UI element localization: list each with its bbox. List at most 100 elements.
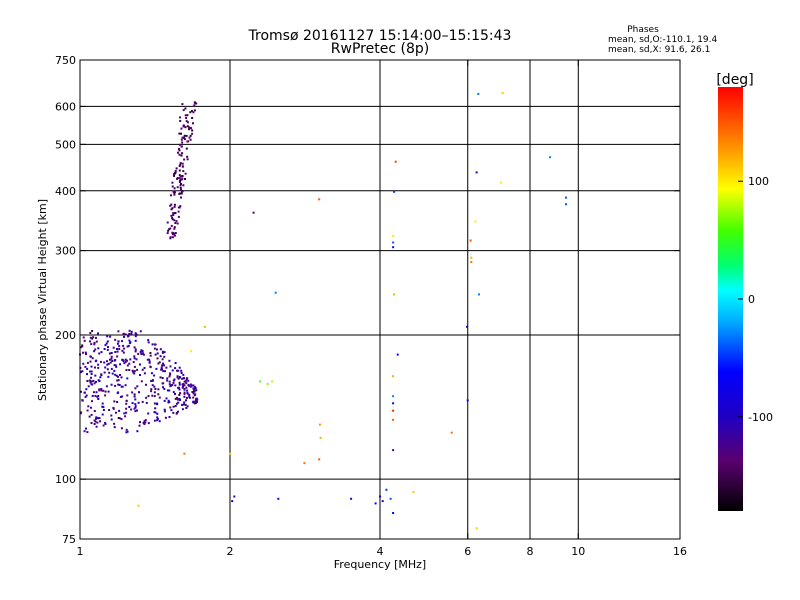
data-point <box>183 393 186 395</box>
data-point <box>179 184 182 187</box>
data-point <box>139 374 141 376</box>
data-point <box>177 386 180 389</box>
data-point <box>105 385 108 388</box>
data-point <box>180 145 183 148</box>
data-point <box>154 388 157 390</box>
data-point <box>167 229 170 232</box>
data-point <box>119 374 121 376</box>
data-point <box>156 403 159 406</box>
data-point <box>151 394 154 397</box>
data-point <box>155 367 158 370</box>
data-point <box>393 293 396 296</box>
data-point <box>122 360 125 362</box>
data-point <box>182 373 185 376</box>
data-point <box>100 389 103 392</box>
data-point <box>185 147 188 150</box>
data-point <box>469 239 472 242</box>
data-point <box>92 391 95 394</box>
data-point <box>186 121 189 124</box>
data-point <box>189 111 192 114</box>
data-point <box>139 330 142 333</box>
data-point <box>466 399 469 402</box>
data-point <box>161 351 164 354</box>
x-axis-ticks: 1 2 4 6 8 10 16 <box>77 60 687 558</box>
data-point <box>94 420 97 423</box>
data-point <box>98 380 101 383</box>
x-tick-label: 2 <box>227 545 234 558</box>
data-point <box>95 425 98 428</box>
data-point <box>107 346 109 348</box>
data-point <box>85 427 87 430</box>
data-point <box>93 343 96 346</box>
data-point <box>171 231 174 234</box>
data-point <box>229 452 231 455</box>
data-point <box>110 357 113 360</box>
data-point <box>113 400 116 403</box>
data-point <box>133 365 136 368</box>
data-point <box>123 362 126 365</box>
data-point <box>106 368 109 371</box>
data-point <box>84 395 87 398</box>
data-point <box>134 335 137 338</box>
data-point <box>104 390 107 393</box>
data-point <box>143 420 146 423</box>
data-point <box>121 349 124 352</box>
data-point <box>148 358 151 361</box>
x-tick-label: 16 <box>673 545 687 558</box>
data-point <box>142 421 145 424</box>
data-point <box>178 366 181 369</box>
data-point <box>81 399 84 402</box>
data-point <box>118 348 121 350</box>
data-point <box>137 352 140 355</box>
data-point <box>181 152 184 155</box>
data-point <box>168 383 171 386</box>
data-point <box>180 154 183 157</box>
data-point <box>177 377 180 380</box>
data-point <box>174 234 176 237</box>
data-point <box>143 372 146 375</box>
data-point <box>116 401 119 403</box>
data-point <box>126 359 128 362</box>
data-point <box>125 407 128 410</box>
data-point <box>93 419 96 422</box>
data-point <box>185 399 187 402</box>
data-point <box>109 361 112 364</box>
data-point <box>133 407 136 410</box>
data-point <box>173 378 176 381</box>
data-point <box>134 398 137 401</box>
data-point <box>133 393 136 396</box>
data-point <box>153 391 156 394</box>
data-point <box>82 351 84 354</box>
data-point <box>177 215 180 218</box>
y-tick-label: 750 <box>55 54 76 67</box>
data-point <box>318 198 321 201</box>
data-point <box>174 384 177 387</box>
data-point <box>153 385 156 388</box>
data-point <box>181 165 184 168</box>
data-point <box>91 383 94 386</box>
data-point <box>188 126 191 129</box>
data-point <box>91 395 94 397</box>
data-point <box>125 411 128 414</box>
data-point <box>113 422 116 425</box>
data-point <box>151 379 154 382</box>
data-point <box>175 167 178 170</box>
data-point <box>549 156 552 159</box>
y-tick-label: 100 <box>55 473 76 486</box>
data-point <box>86 373 88 376</box>
data-point <box>133 370 136 373</box>
data-point <box>466 325 468 328</box>
data-point <box>191 110 193 113</box>
data-point <box>179 179 181 182</box>
data-point <box>180 138 183 141</box>
data-point <box>192 111 195 114</box>
data-point <box>124 415 127 418</box>
y-tick-label: 75 <box>62 533 76 546</box>
data-point <box>89 370 92 373</box>
data-point <box>172 190 175 193</box>
data-point <box>180 196 182 199</box>
data-point <box>156 357 159 360</box>
data-point <box>183 134 186 137</box>
data-point <box>131 391 134 394</box>
data-point <box>182 170 185 173</box>
